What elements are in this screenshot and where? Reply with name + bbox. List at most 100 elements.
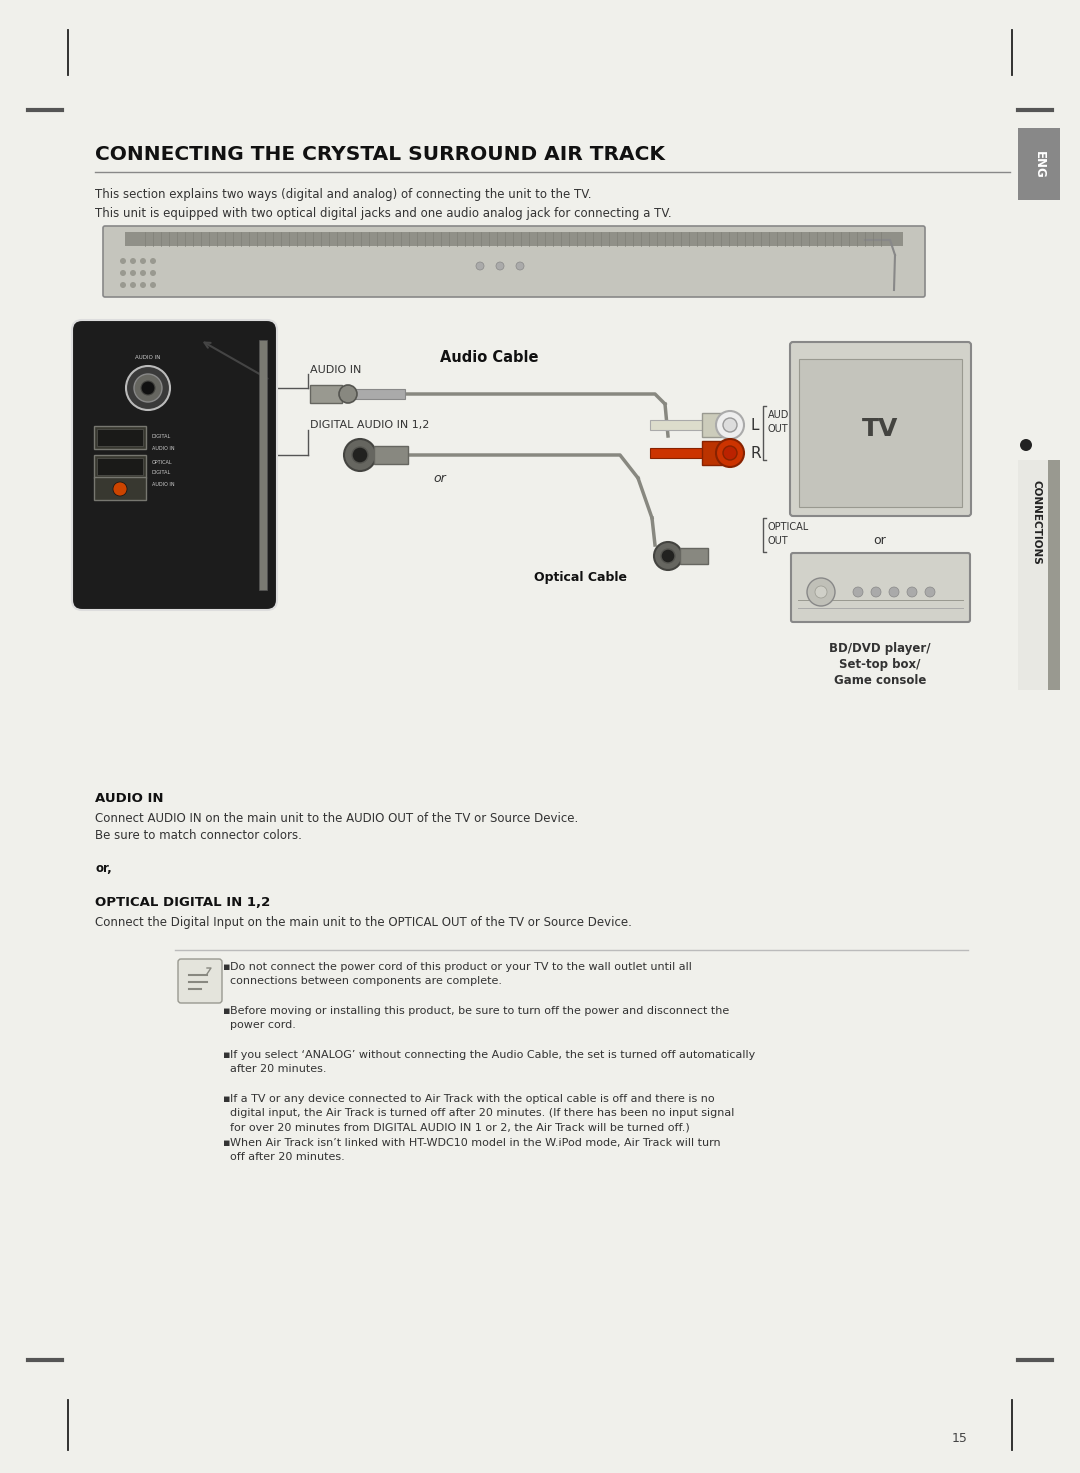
Circle shape [150, 270, 156, 275]
Bar [650, 420, 705, 430]
Circle shape [150, 258, 156, 264]
Circle shape [853, 588, 863, 597]
Text: OPTICAL: OPTICAL [152, 460, 173, 464]
Bar [97, 429, 143, 446]
Circle shape [120, 281, 126, 289]
Text: ▪: ▪ [222, 962, 230, 972]
Text: ▪: ▪ [222, 1006, 230, 1016]
Text: If you select ‘ANALOG’ without connecting the Audio Cable, the set is turned off: If you select ‘ANALOG’ without connectin… [230, 1050, 755, 1061]
Text: after 20 minutes.: after 20 minutes. [230, 1065, 326, 1074]
Text: OPTICAL: OPTICAL [768, 521, 809, 532]
Text: power cord.: power cord. [230, 1021, 296, 1031]
Text: Connect AUDIO IN on the main unit to the AUDIO OUT of the TV or Source Device.: Connect AUDIO IN on the main unit to the… [95, 812, 578, 825]
Text: Set-top box/: Set-top box/ [839, 658, 920, 672]
Circle shape [150, 281, 156, 289]
Text: ▪: ▪ [222, 1094, 230, 1103]
Bar [1048, 460, 1059, 689]
Circle shape [120, 258, 126, 264]
Text: or: or [874, 535, 887, 548]
Text: R: R [750, 445, 760, 461]
Bar [680, 548, 708, 564]
Text: Optical Cable: Optical Cable [534, 570, 626, 583]
Circle shape [654, 542, 681, 570]
Circle shape [723, 446, 737, 460]
FancyBboxPatch shape [789, 342, 971, 516]
Text: DIGITAL AUDIO IN 1,2: DIGITAL AUDIO IN 1,2 [310, 420, 430, 430]
Circle shape [130, 270, 136, 275]
Circle shape [815, 586, 827, 598]
Bar [94, 477, 146, 499]
Circle shape [345, 439, 376, 471]
Circle shape [907, 588, 917, 597]
Text: BD/DVD player/: BD/DVD player/ [829, 642, 931, 655]
Circle shape [120, 270, 126, 275]
Circle shape [716, 439, 744, 467]
Circle shape [141, 382, 156, 395]
Bar [702, 412, 723, 437]
Text: Do not connect the power cord of this product or your TV to the wall outlet unti: Do not connect the power cord of this pr… [230, 962, 692, 972]
Text: If a TV or any device connected to Air Track with the optical cable is off and t: If a TV or any device connected to Air T… [230, 1094, 715, 1103]
Text: DIGITAL: DIGITAL [152, 435, 172, 439]
Text: AUDIO IN: AUDIO IN [95, 792, 163, 806]
Text: or: or [434, 471, 446, 485]
FancyBboxPatch shape [178, 959, 222, 1003]
Circle shape [723, 418, 737, 432]
Bar [94, 455, 146, 479]
Circle shape [339, 384, 357, 404]
Text: OPTICAL DIGITAL IN 1,2: OPTICAL DIGITAL IN 1,2 [95, 896, 270, 909]
Bar [97, 458, 143, 474]
Bar [650, 448, 705, 458]
Circle shape [113, 482, 127, 496]
Circle shape [496, 262, 504, 270]
Bar [374, 446, 408, 464]
Text: AUDIO IN: AUDIO IN [135, 355, 161, 359]
Text: TV: TV [862, 417, 899, 440]
Text: White: White [688, 420, 718, 430]
Text: ▪: ▪ [222, 1139, 230, 1147]
Text: AUDIO IN: AUDIO IN [152, 482, 175, 486]
Text: Connect the Digital Input on the main unit to the OPTICAL OUT of the TV or Sourc: Connect the Digital Input on the main un… [95, 916, 632, 929]
Bar [94, 426, 146, 449]
Circle shape [870, 588, 881, 597]
Bar [259, 340, 267, 591]
Bar [125, 233, 903, 246]
Text: CONNECTIONS: CONNECTIONS [1031, 480, 1041, 564]
Text: AUDIO IN: AUDIO IN [152, 445, 175, 451]
Circle shape [130, 258, 136, 264]
Text: Game console: Game console [834, 675, 927, 686]
Text: CONNECTING THE CRYSTAL SURROUND AIR TRACK: CONNECTING THE CRYSTAL SURROUND AIR TRAC… [95, 144, 665, 164]
Circle shape [352, 446, 368, 463]
Bar [355, 389, 405, 399]
Text: AUDIO: AUDIO [768, 409, 800, 420]
Text: L: L [750, 417, 758, 433]
Circle shape [889, 588, 899, 597]
FancyBboxPatch shape [72, 320, 276, 610]
Text: 15: 15 [953, 1432, 968, 1445]
Text: Before moving or installing this product, be sure to turn off the power and disc: Before moving or installing this product… [230, 1006, 729, 1016]
Circle shape [140, 281, 146, 289]
Bar [310, 384, 342, 404]
Text: digital input, the Air Track is turned off after 20 minutes. (If there has been : digital input, the Air Track is turned o… [230, 1109, 734, 1118]
Text: Red: Red [699, 448, 718, 458]
Text: DIGITAL: DIGITAL [152, 470, 172, 476]
Text: OUT: OUT [768, 424, 788, 435]
FancyBboxPatch shape [791, 552, 970, 622]
Circle shape [140, 270, 146, 275]
Circle shape [516, 262, 524, 270]
Bar [799, 359, 962, 507]
Text: OUT: OUT [768, 536, 788, 546]
Circle shape [716, 411, 744, 439]
Text: connections between components are complete.: connections between components are compl… [230, 977, 502, 987]
Circle shape [476, 262, 484, 270]
Text: ENG: ENG [1032, 152, 1045, 178]
Text: When Air Track isn’t linked with HT-WDC10 model in the W.iPod mode, Air Track wi: When Air Track isn’t linked with HT-WDC1… [230, 1139, 720, 1147]
Circle shape [924, 588, 935, 597]
Circle shape [661, 549, 675, 563]
Circle shape [126, 365, 170, 409]
Circle shape [140, 258, 146, 264]
Text: off after 20 minutes.: off after 20 minutes. [230, 1152, 345, 1162]
Text: Be sure to match connector colors.: Be sure to match connector colors. [95, 829, 302, 843]
Bar [702, 440, 723, 465]
Circle shape [134, 374, 162, 402]
Bar [1018, 128, 1059, 200]
